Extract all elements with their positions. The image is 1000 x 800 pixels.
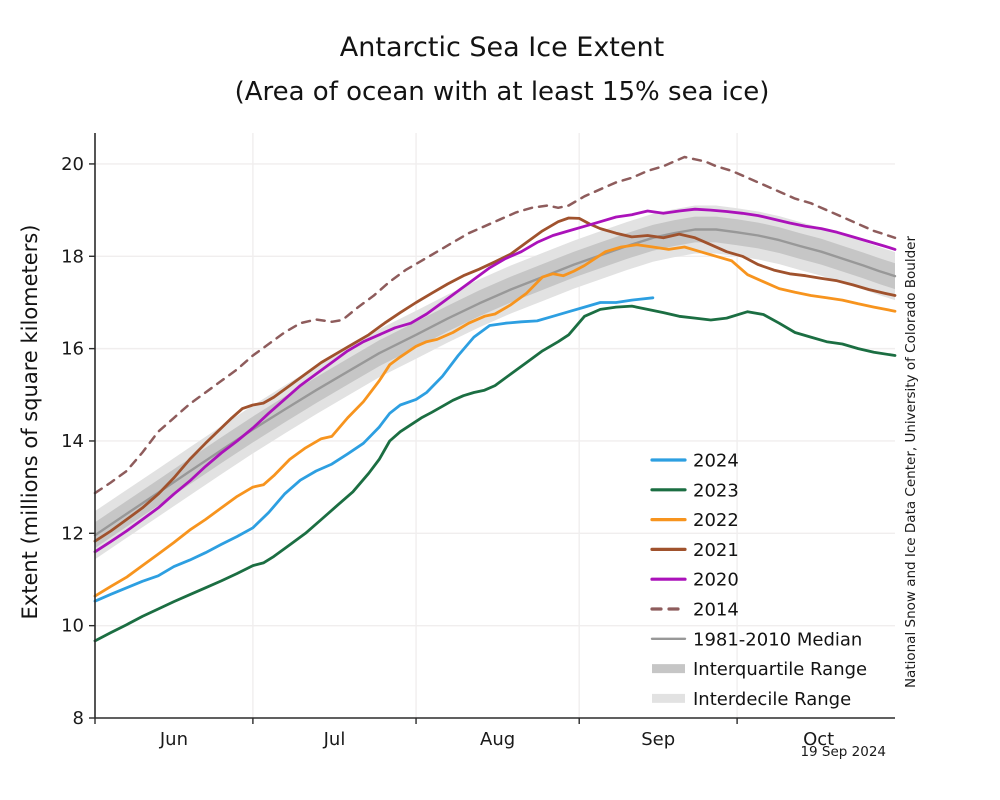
- legend-item-2024: 2024: [650, 451, 739, 472]
- legend-item-2022: 2022: [650, 510, 739, 531]
- series-2024-line: [93, 296, 655, 603]
- series-2014-line: [93, 155, 897, 495]
- legend-label: 2023: [693, 480, 739, 501]
- x-axis-ticks: Jun Jul Aug Sep Oct: [94, 718, 834, 750]
- legend-item-2021: 2021: [650, 540, 739, 561]
- y-tick-label-8: 8: [73, 708, 84, 729]
- legend-label: 2024: [693, 451, 739, 472]
- legend-label: 1981-2010 Median: [693, 629, 862, 650]
- chart-title: Antarctic Sea Ice Extent: [339, 32, 665, 63]
- axes: [94, 133, 895, 719]
- y-tick-label-12: 12: [61, 523, 84, 544]
- legend-item-interquartile-range: Interquartile Range: [652, 659, 867, 680]
- credit-text: National Snow and Ice Data Center, Unive…: [903, 235, 919, 689]
- series-2020-line: [93, 207, 897, 554]
- legend-label: Interquartile Range: [693, 659, 867, 680]
- y-axis-ticks: 8 10 12 14 16 18 20: [61, 154, 95, 729]
- legend-label: 2022: [693, 510, 739, 531]
- x-tick-label-sep: Sep: [641, 729, 675, 750]
- legend-item-1981-2010-median: 1981-2010 Median: [650, 629, 862, 650]
- chart-subtitle: (Area of ocean with at least 15% sea ice…: [234, 77, 770, 107]
- interdecile-band: [95, 205, 895, 560]
- series-2021-line: [93, 216, 897, 543]
- y-axis-label: Extent (millions of square kilometers): [18, 224, 42, 620]
- x-tick-label-jul: Jul: [323, 729, 346, 750]
- legend-item-2023: 2023: [650, 480, 739, 501]
- y-tick-label-18: 18: [61, 246, 84, 267]
- series-2023-line: [93, 304, 897, 643]
- legend-item-2020: 2020: [650, 570, 739, 591]
- series-2022-line: [93, 243, 897, 598]
- x-tick-label-aug: Aug: [480, 729, 515, 750]
- legend: 2024 2023 2022 2021 2020 2014 1981-2010 Median…: [650, 451, 867, 710]
- x-tick-label-jun: Jun: [159, 729, 188, 750]
- legend-label: Interdecile Range: [693, 689, 851, 710]
- y-tick-label-14: 14: [61, 431, 84, 452]
- x-tick-label-oct: Oct: [803, 729, 834, 750]
- date-stamp: 19 Sep 2024: [800, 744, 886, 760]
- legend-item-interdecile-range: Interdecile Range: [652, 689, 851, 710]
- legend-label: 2020: [693, 570, 739, 591]
- y-tick-label-20: 20: [61, 154, 84, 175]
- legend-label: 2014: [693, 600, 739, 621]
- y-tick-label-10: 10: [61, 616, 84, 637]
- legend-item-2014: 2014: [650, 600, 739, 621]
- y-tick-label-16: 16: [61, 339, 84, 360]
- legend-label: 2021: [693, 540, 739, 561]
